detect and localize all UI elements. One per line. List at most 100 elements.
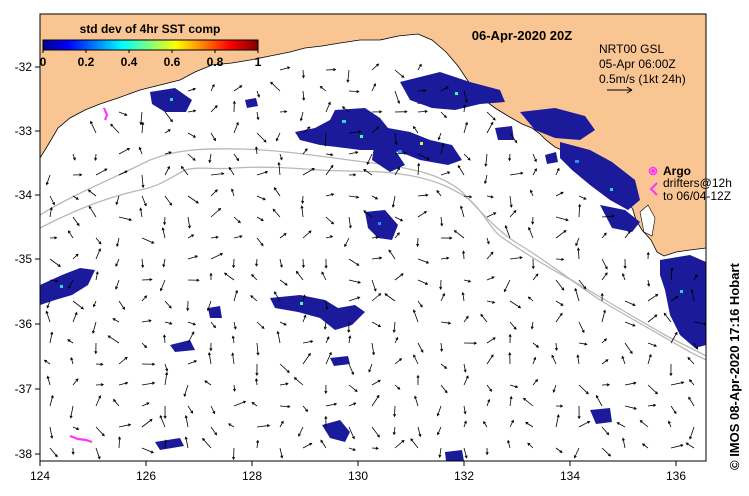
current-vector-arrow <box>670 267 674 281</box>
lon-tick-label: 130 <box>348 469 368 483</box>
lat-tick-label: -38 <box>15 447 33 461</box>
current-vector-arrow <box>440 384 448 394</box>
current-vector-arrow <box>527 442 534 449</box>
current-vector-arrow <box>92 300 97 308</box>
current-vector-arrow <box>522 397 534 407</box>
current-vector-arrow <box>573 447 580 459</box>
colorbar-tick-label: 0.2 <box>78 55 95 69</box>
lon-tick-label: 136 <box>666 469 686 483</box>
current-vector-arrow <box>279 233 287 239</box>
map-frame <box>39 13 707 462</box>
current-vector-arrow <box>504 225 511 239</box>
current-vector-arrow <box>437 132 442 141</box>
drifters-label: drifters@12h <box>663 176 732 190</box>
current-vector-arrow <box>685 442 695 449</box>
current-vector-arrow <box>480 313 488 323</box>
current-vector-arrow <box>578 420 591 428</box>
current-vector-arrow <box>187 278 200 282</box>
colorbar: std dev of 4hr SST comp 0 0.2 0.4 0.6 0.… <box>40 22 262 69</box>
current-vector-arrow <box>118 216 133 222</box>
current-vector-arrow <box>164 321 173 325</box>
current-vector-arrow <box>302 148 308 155</box>
current-vector-arrow <box>348 173 357 177</box>
current-vector-arrow <box>319 85 327 92</box>
current-vector-arrow <box>302 405 309 412</box>
current-vector-arrow <box>394 273 404 281</box>
current-vector-arrow <box>325 300 329 311</box>
current-vector-arrow <box>532 273 539 281</box>
current-vector-arrow <box>575 237 580 247</box>
current-vector-arrow <box>325 68 337 72</box>
current-vector-arrow <box>210 105 218 113</box>
current-vector-arrow <box>279 405 291 409</box>
current-vector-arrow <box>646 251 650 260</box>
current-vector-arrow <box>509 171 524 176</box>
current-vector-arrow <box>555 167 560 176</box>
current-vector-arrow <box>417 162 421 176</box>
current-vector-arrow <box>210 253 224 260</box>
current-vector-arrow <box>647 353 652 365</box>
current-vector-arrow <box>279 447 284 459</box>
current-vector-arrow <box>187 216 191 229</box>
current-vector-arrow <box>555 404 564 408</box>
current-vector-arrow <box>184 436 189 449</box>
current-vector-arrow <box>348 216 352 229</box>
current-vector-arrow <box>371 426 380 438</box>
current-vector-arrow <box>164 195 173 206</box>
current-vector-arrow <box>486 384 493 392</box>
current-vector-arrow <box>601 447 612 457</box>
current-vector-arrow <box>641 443 649 449</box>
current-vector-arrow <box>141 195 147 207</box>
current-vector-arrow <box>115 279 120 290</box>
current-vector-arrow <box>555 230 567 239</box>
spencer-gulf-water <box>639 204 656 237</box>
current-vector-arrow <box>210 83 215 92</box>
current-vector-arrow <box>363 168 373 176</box>
current-vector-arrow <box>439 279 443 290</box>
current-vector-arrow <box>95 395 102 407</box>
current-vector-arrow <box>279 420 284 428</box>
current-vector-arrow <box>457 164 465 176</box>
current-vector-arrow <box>206 300 212 312</box>
current-vector-arrow <box>187 87 197 92</box>
current-vector-arrow <box>532 378 539 386</box>
current-vector-arrow <box>301 195 305 204</box>
current-vector-arrow <box>578 279 587 290</box>
current-vector-arrow <box>91 321 97 334</box>
current-vector-arrow <box>233 85 243 92</box>
current-vector-arrow <box>509 384 519 389</box>
current-vector-arrow <box>301 258 305 269</box>
current-vector-arrow <box>532 153 537 163</box>
current-vector-arrow <box>647 403 657 407</box>
drifter-marker-icon <box>649 182 658 196</box>
lon-tick-label: 126 <box>136 469 156 483</box>
current-vector-arrow <box>162 334 167 344</box>
current-vector-arrow <box>463 363 467 373</box>
current-vector-arrow <box>72 426 80 431</box>
current-vector-arrow <box>601 383 611 387</box>
current-vector-arrow <box>162 258 166 268</box>
current-vector-arrow <box>551 354 557 365</box>
current-vector-arrow <box>463 405 467 415</box>
current-vector-arrow <box>164 111 173 123</box>
current-vector-arrow <box>486 251 494 260</box>
current-vector-arrow <box>94 153 98 161</box>
current-vector-arrow <box>184 415 189 428</box>
current-vector-arrow <box>187 132 197 138</box>
current-vector-arrow <box>187 195 199 204</box>
current-vector-arrow <box>463 279 472 283</box>
current-vector-arrow <box>394 166 400 176</box>
current-vector-arrow <box>139 207 143 218</box>
current-vector-arrow <box>68 279 74 289</box>
current-vector-arrow <box>417 279 429 285</box>
current-vector-arrow <box>273 187 281 197</box>
current-vector-arrow <box>272 208 281 218</box>
current-vector-arrow <box>555 191 564 197</box>
current-vector-arrow <box>187 109 197 113</box>
current-vector-arrow <box>689 379 695 386</box>
current-vector-arrow <box>299 111 304 122</box>
current-vector-arrow <box>463 104 467 113</box>
argo-label: Argo <box>663 164 691 178</box>
current-vector-arrow <box>555 216 569 222</box>
current-vector-arrow <box>509 209 517 218</box>
